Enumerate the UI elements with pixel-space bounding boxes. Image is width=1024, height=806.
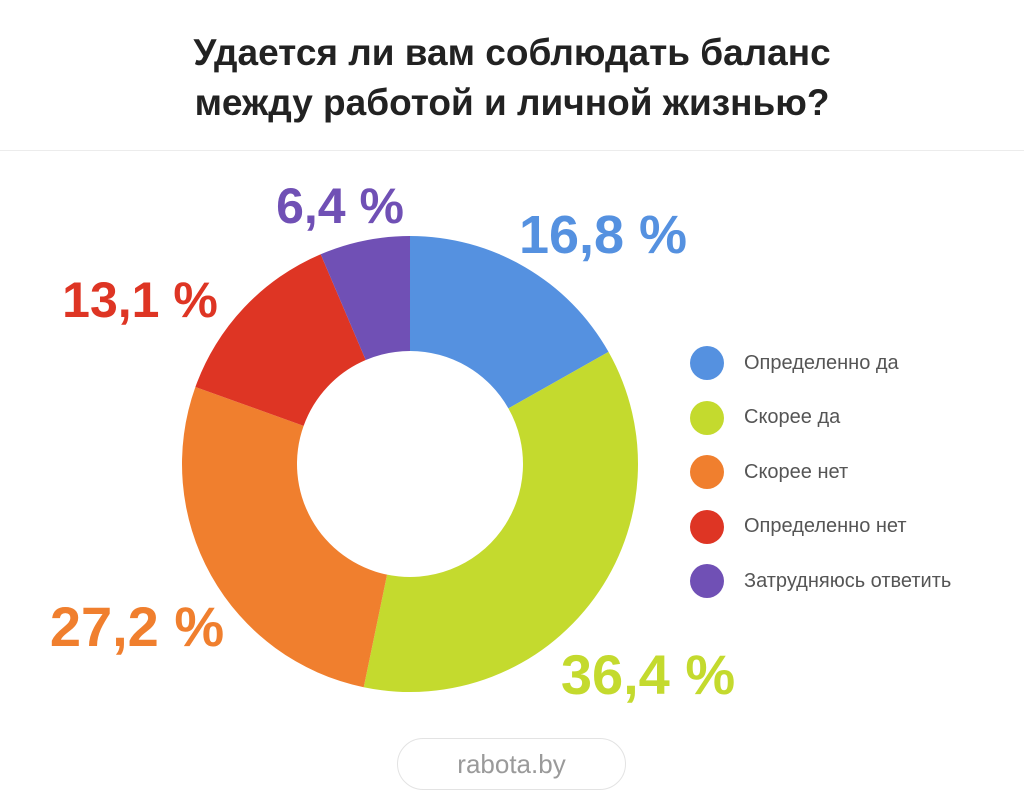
legend-swatch [690, 346, 724, 381]
legend-label: Скорее да [744, 406, 841, 429]
chart-legend: Определенно да Скорее да Скорее нет Определ… [690, 336, 951, 609]
source-label: rabota.by [457, 748, 566, 779]
slice-value-label: 16,8 % [519, 205, 687, 265]
slice-value-label: 6,4 % [276, 178, 404, 234]
title-line-1: Удается ли вам соблюдать баланс [193, 32, 831, 73]
donut-slice [410, 236, 609, 409]
donut-slice [182, 387, 388, 688]
donut-slice [320, 236, 410, 361]
title-line-2: между работой и личной жизнью? [194, 82, 830, 123]
slice-value-label: 27,2 % [50, 595, 224, 658]
legend-label: Скорее нет [744, 460, 849, 483]
legend-item: Скорее да [690, 391, 951, 446]
donut-slice [363, 351, 639, 692]
legend-item: Определенно нет [690, 500, 951, 555]
chart-title: Удается ли вам соблюдать баланс между ра… [0, 28, 1024, 128]
title-divider [0, 150, 1024, 151]
legend-swatch [690, 400, 724, 435]
legend-item: Определенно да [690, 336, 951, 391]
legend-swatch [690, 455, 724, 490]
legend-label: Затрудняюсь ответить [744, 569, 952, 592]
legend-item: Скорее нет [690, 445, 951, 500]
legend-label: Определенно да [744, 351, 899, 374]
legend-swatch [690, 509, 724, 544]
legend-item: Затрудняюсь ответить [690, 554, 951, 609]
donut-slice [195, 254, 366, 426]
legend-swatch [690, 564, 724, 599]
source-badge[interactable]: rabota.by [397, 738, 626, 790]
legend-label: Определенно нет [744, 515, 907, 538]
slice-value-label: 13,1 % [62, 272, 218, 328]
slice-value-label: 36,4 % [561, 643, 735, 706]
